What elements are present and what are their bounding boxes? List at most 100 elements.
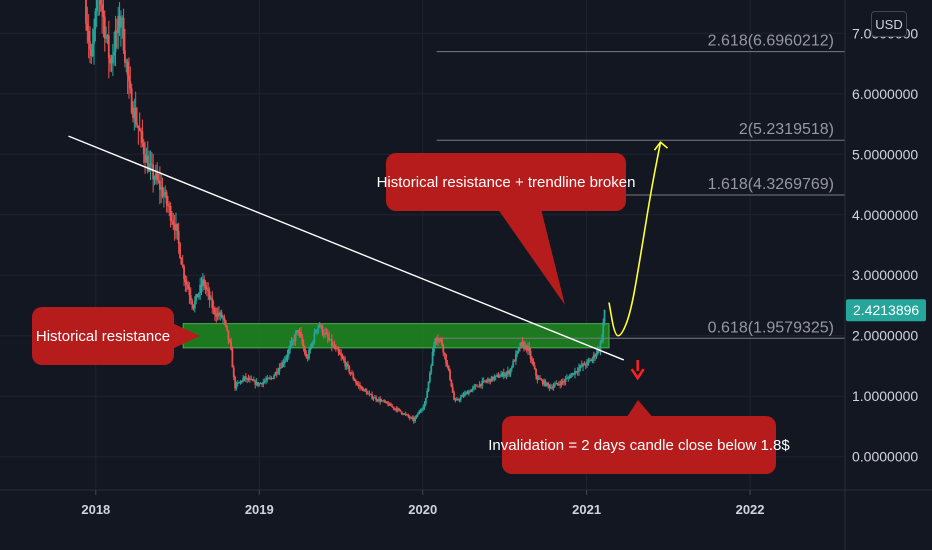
candle-body: [158, 180, 161, 190]
candle-body: [124, 50, 126, 63]
candle-body: [513, 360, 516, 362]
candle-body: [248, 378, 251, 381]
candle-body: [407, 414, 410, 417]
candle-body: [586, 360, 588, 366]
candle-body: [150, 163, 153, 165]
x-tick-label: 2019: [245, 502, 274, 517]
candle-body: [224, 320, 227, 326]
candle-body: [212, 307, 215, 309]
candle-body: [183, 266, 185, 280]
y-tick-label: 0.0000000: [852, 449, 918, 465]
candle-body: [553, 384, 556, 387]
candle-body: [290, 341, 293, 346]
candle-body: [365, 390, 368, 395]
candle-body: [270, 377, 273, 379]
candle-body: [395, 408, 398, 411]
candle-body: [502, 372, 505, 377]
candle-body: [539, 378, 541, 380]
candle-body: [126, 61, 129, 76]
candle-body: [394, 408, 396, 410]
candle-body: [547, 382, 550, 386]
y-tick-label: 2.0000000: [852, 328, 918, 344]
candle-body: [152, 164, 155, 180]
candle-body: [512, 360, 515, 368]
candle-body: [329, 339, 332, 341]
candle-body: [353, 378, 356, 382]
candle-body: [145, 155, 148, 163]
candle-body: [446, 363, 449, 366]
candle-body: [463, 393, 466, 396]
candle-body: [314, 332, 317, 334]
candle-body: [287, 349, 290, 355]
candle-body: [316, 329, 318, 333]
candle-body: [392, 406, 395, 409]
candle-body: [257, 381, 259, 386]
candle-body: [570, 374, 572, 378]
candle-body: [583, 363, 586, 366]
candle-body: [496, 374, 498, 376]
candle-body: [187, 284, 189, 290]
candle-body: [144, 154, 146, 163]
candle-body: [162, 195, 165, 197]
invalidation-arrowhead: [630, 368, 645, 381]
candle-body: [384, 401, 387, 403]
candle-body: [455, 399, 458, 401]
x-tick-label: 2020: [408, 502, 437, 517]
candle-body: [115, 30, 118, 33]
candle-body: [325, 332, 328, 334]
candle-body: [396, 408, 399, 411]
candle-body: [326, 333, 329, 338]
candle-body: [560, 381, 563, 386]
candle-body: [175, 223, 177, 231]
candle-body: [185, 282, 188, 285]
candle-body: [240, 381, 243, 383]
candle-body: [281, 362, 284, 368]
candle-body: [282, 362, 285, 364]
candle-body: [321, 325, 324, 334]
candle-body: [254, 380, 257, 385]
candle-body: [541, 380, 544, 385]
candle-body: [406, 414, 408, 416]
candle-body: [481, 380, 484, 386]
currency-button[interactable]: USD: [871, 11, 907, 37]
candle-body: [367, 393, 369, 395]
candle-body: [469, 391, 472, 393]
candle-body: [351, 373, 353, 375]
candle-body: [561, 381, 564, 383]
candle-body: [120, 19, 122, 28]
candle-body: [489, 378, 492, 382]
candle-body: [376, 399, 379, 401]
candle-body: [193, 300, 196, 309]
candle-body: [247, 378, 250, 381]
candle-body: [360, 387, 363, 389]
candle-body: [283, 360, 286, 364]
candle-body: [369, 393, 372, 395]
candle-body: [533, 365, 536, 369]
candle-body: [447, 365, 450, 371]
candle-body: [426, 390, 429, 398]
candle-body: [279, 367, 282, 369]
candle-body: [111, 55, 114, 63]
candle-body: [205, 287, 208, 290]
candle-body: [470, 389, 473, 392]
candle-body: [203, 279, 206, 286]
candle-body: [226, 325, 228, 331]
candle-body: [333, 345, 336, 349]
candle-body: [242, 378, 245, 382]
resistance-zone: [182, 323, 610, 349]
candle-body: [258, 383, 261, 386]
candle-body: [278, 367, 281, 372]
candle-body: [527, 346, 529, 351]
callout-historical-resistance-text: Historical resistance: [36, 328, 170, 345]
candle-body: [330, 339, 333, 346]
candle-body: [438, 339, 441, 341]
candle-body: [467, 391, 470, 395]
candle-body: [168, 205, 171, 207]
candle-body: [587, 360, 590, 362]
trendline: [68, 135, 625, 361]
candle-body: [364, 389, 367, 391]
candle-body: [188, 289, 191, 296]
fib-levels: 0.618(1.9579325) 1.618(4.3269769) 2(5.2319…: [436, 33, 845, 339]
candle-body: [274, 372, 277, 376]
